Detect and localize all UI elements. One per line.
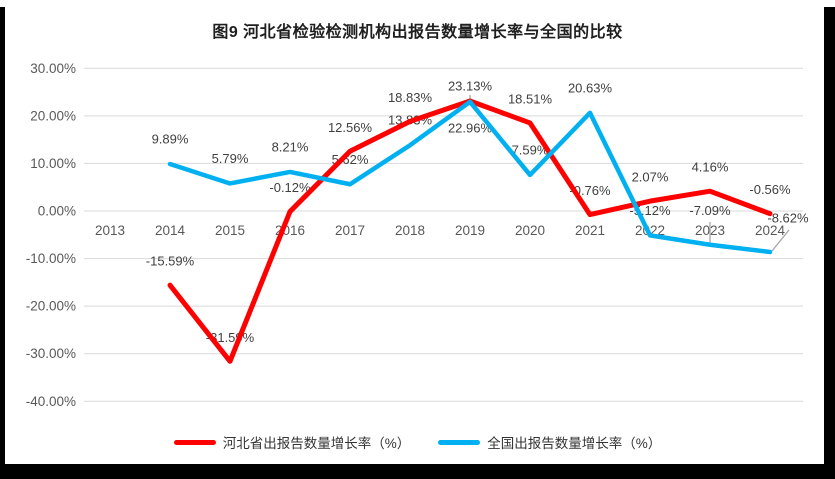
data-label: -15.59% bbox=[146, 254, 195, 269]
x-tick-label: 2020 bbox=[515, 223, 545, 238]
y-tick-label: 20.00% bbox=[30, 108, 76, 123]
data-label: 5.79% bbox=[212, 151, 249, 166]
data-label: -0.76% bbox=[569, 183, 611, 198]
frame-border-right bbox=[824, 7, 835, 479]
data-label: -0.56% bbox=[749, 182, 791, 197]
data-label: 18.83% bbox=[388, 90, 433, 105]
data-labels: -15.59%-31.59%-0.12%12.56%18.83%23.13%18… bbox=[146, 78, 809, 344]
legend-item-national: 全国出报告数量增长率（%） bbox=[438, 432, 661, 452]
frame-border-left bbox=[0, 7, 5, 479]
series-line-national bbox=[167, 99, 773, 255]
y-tick-label: -10.00% bbox=[26, 251, 76, 266]
data-label: 22.96% bbox=[448, 120, 493, 135]
data-label: 12.56% bbox=[328, 120, 373, 135]
legend-label-national: 全国出报告数量增长率（%） bbox=[487, 436, 662, 451]
data-label: -7.09% bbox=[689, 203, 731, 218]
leader-line bbox=[771, 229, 790, 252]
legend-item-hebei: 河北省出报告数量增长率（%） bbox=[173, 432, 411, 452]
legend-swatch-national-icon bbox=[438, 439, 481, 445]
data-label: 8.21% bbox=[272, 139, 309, 154]
data-label: 9.89% bbox=[152, 131, 189, 146]
data-label: 4.16% bbox=[692, 160, 729, 175]
data-label: 20.63% bbox=[568, 80, 613, 95]
data-label: 7.59% bbox=[512, 142, 549, 157]
x-axis-tick-labels: 2013 2014 2015 2016 2017 2018 2019 2020 2021 2022… bbox=[95, 223, 786, 238]
legend-label-hebei: 河北省出报告数量增长率（%） bbox=[222, 436, 411, 451]
y-tick-label: 10.00% bbox=[30, 156, 76, 171]
x-tick-label: 2013 bbox=[95, 223, 125, 238]
legend-swatch-hebei-icon bbox=[173, 439, 216, 445]
data-label: -8.62% bbox=[767, 211, 809, 226]
x-tick-label: 2024 bbox=[755, 223, 786, 238]
y-tick-label: 30.00% bbox=[30, 61, 76, 76]
data-label: 23.13% bbox=[448, 78, 493, 93]
y-tick-label: -40.00% bbox=[26, 394, 76, 409]
chart-title: 图9 河北省检验检测机构出报告数量增长率与全国的比较 bbox=[212, 24, 623, 41]
y-axis-tick-labels: 30.00% 20.00% 10.00% 0.00% -10.00% -20.00% -30… bbox=[26, 61, 76, 409]
x-tick-label: 2017 bbox=[335, 223, 365, 238]
y-tick-label: -20.00% bbox=[26, 299, 76, 314]
x-tick-label: 2021 bbox=[575, 223, 605, 238]
data-label: -0.12% bbox=[269, 180, 311, 195]
x-tick-label: 2015 bbox=[215, 223, 245, 238]
y-tick-label: -30.00% bbox=[26, 346, 76, 361]
data-label: 18.51% bbox=[508, 91, 553, 106]
frame-border-bottom bbox=[0, 464, 835, 479]
x-tick-label: 2019 bbox=[455, 223, 485, 238]
x-tick-label: 2018 bbox=[395, 223, 425, 238]
gridlines bbox=[84, 67, 803, 402]
y-tick-label: 0.00% bbox=[38, 204, 76, 219]
legend: 河北省出报告数量增长率（%） 全国出报告数量增长率（%） bbox=[0, 431, 835, 453]
data-label: 2.07% bbox=[632, 170, 669, 185]
x-tick-label: 2014 bbox=[155, 223, 186, 238]
